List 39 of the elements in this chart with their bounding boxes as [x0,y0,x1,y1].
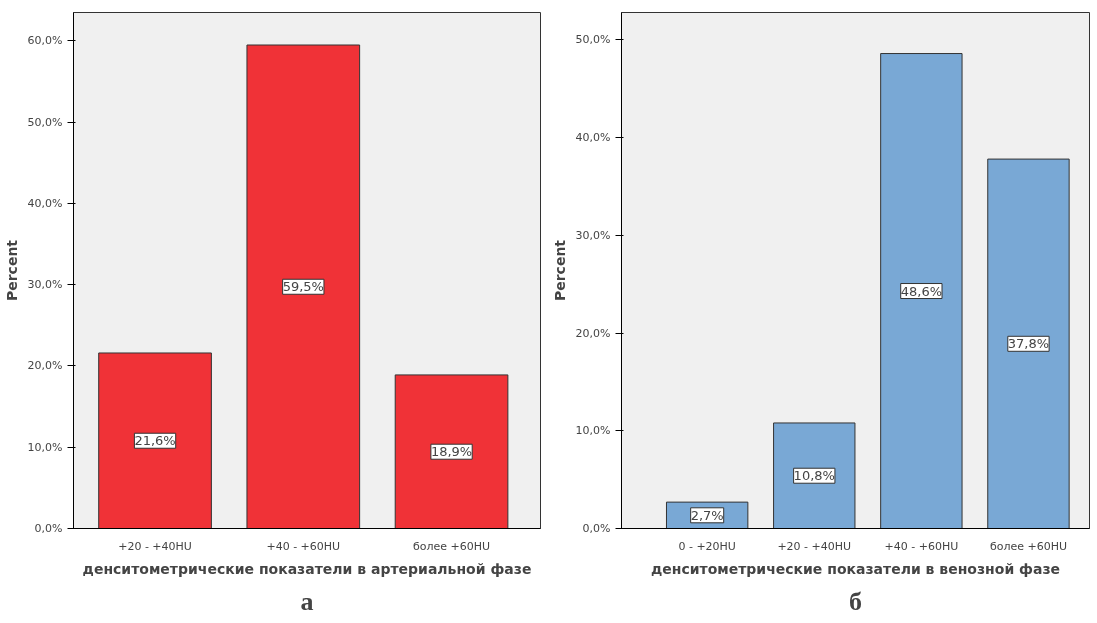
data-label: 48,6% [900,283,943,299]
x-tick-label: +40 - +60HU [266,539,341,553]
data-label: 59,5% [282,279,324,295]
y-tick-label: 40,0% [575,131,611,145]
y-tick-label: 0,0% [582,522,611,535]
y-tick-label: 50,0% [575,33,611,47]
x-tick-label: +40 - +60HU [884,539,959,553]
data-label: 18,9% [430,444,473,460]
data-label: 10,8% [793,468,835,484]
y-tick-label: 10,0% [27,440,63,454]
y-tick-label: 20,0% [27,359,63,373]
x-tick-label: 0 - +20HU [678,539,736,553]
bar [880,53,963,529]
y-tick-label: 20,0% [575,326,611,340]
bar [773,422,856,529]
bar [98,352,212,529]
y-axis-title: Percent [3,239,20,302]
y-tick-label: 0,0% [34,522,63,535]
bar [246,44,361,529]
data-label: 21,6% [134,433,176,449]
y-axis-title: Percent [551,239,568,302]
data-label: 37,8% [1007,336,1050,352]
y-tick-label: 10,0% [575,424,611,438]
y-tick-label: 30,0% [27,278,63,292]
x-axis-title: денситометрические показатели в венозной фазе [650,560,1061,577]
x-tick-label: более +60HU [989,539,1068,553]
y-tick-label: 50,0% [27,115,63,129]
data-label: 2,7% [690,507,724,523]
text: б [849,586,862,616]
text: а [300,586,314,616]
y-tick-label: 30,0% [575,228,611,242]
x-tick-label: более +60HU [412,539,491,553]
x-axis-title: денситометрические показатели в артериальной фазе [82,560,532,577]
y-tick-label: 40,0% [27,196,63,210]
x-tick-label: +20 - +40HU [118,539,192,553]
bar [987,158,1070,529]
x-tick-label: +20 - +40HU [777,539,852,553]
y-tick-label: 60,0% [27,34,63,48]
bar [394,374,509,529]
